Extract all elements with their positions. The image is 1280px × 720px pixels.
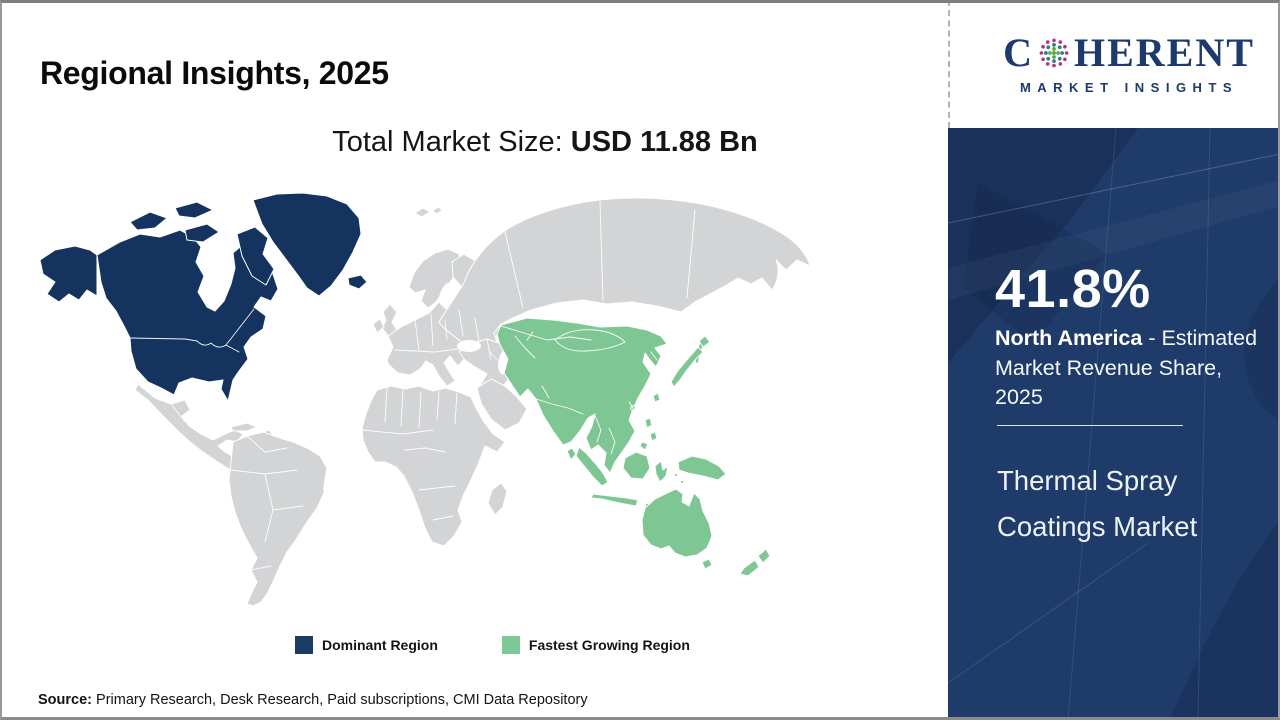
sidebar-background-texture	[948, 128, 1280, 720]
map-legend: Dominant Region Fastest Growing Region	[295, 636, 690, 654]
highlight-sidebar: 41.8% North America - Estimated Market R…	[948, 128, 1280, 720]
logo-letters-herent: HERENT	[1073, 30, 1255, 75]
logo-wordmark: C HERENT	[1003, 33, 1255, 73]
country-borders-navy	[96, 254, 255, 353]
legend-item-dominant: Dominant Region	[295, 636, 438, 654]
logo-tagline: MARKET INSIGHTS	[1019, 80, 1239, 95]
logo-dotted-o-icon	[1039, 38, 1069, 68]
market-name: Thermal Spray Coatings Market	[997, 465, 1198, 542]
market-share-caption-rest: - Estimated Market Revenue Share, 2025	[995, 326, 1258, 410]
legend-label-fastest-growing: Fastest Growing Region	[528, 637, 690, 653]
legend-swatch-dominant	[295, 636, 313, 654]
source-label: Source:	[38, 692, 92, 708]
legend-label-dominant: Dominant Region	[322, 637, 438, 653]
company-logo: C HERENT MARKET INSIGHTS	[948, 0, 1278, 128]
total-market-size: Total Market Size: USD 11.88 Bn	[0, 126, 1090, 159]
region-north-america	[39, 192, 368, 402]
market-share-region: North America	[995, 326, 1143, 350]
total-market-size-value: USD 11.88 Bn	[570, 126, 758, 158]
market-share-caption: North America - Estimated Market Revenue…	[995, 324, 1267, 413]
legend-swatch-fastest-growing	[501, 636, 520, 654]
world-map-container	[35, 190, 815, 622]
logo-letter-c: C	[1003, 30, 1034, 75]
country-borders-green	[500, 325, 658, 455]
sidebar-divider	[997, 425, 1183, 426]
source-line: Source: Primary Research, Desk Research,…	[38, 692, 588, 708]
world-map	[39, 192, 811, 607]
region-asia-pacific	[496, 317, 771, 577]
market-share-value: 41.8%	[995, 259, 1151, 319]
region-rest-of-world	[134, 197, 811, 607]
total-market-size-label: Total Market Size:	[332, 126, 571, 158]
page-title: Regional Insights, 2025	[40, 55, 389, 92]
country-borders-gray	[170, 201, 696, 571]
source-text: Primary Research, Desk Research, Paid su…	[92, 692, 588, 708]
legend-item-fastest-growing: Fastest Growing Region	[501, 636, 690, 654]
